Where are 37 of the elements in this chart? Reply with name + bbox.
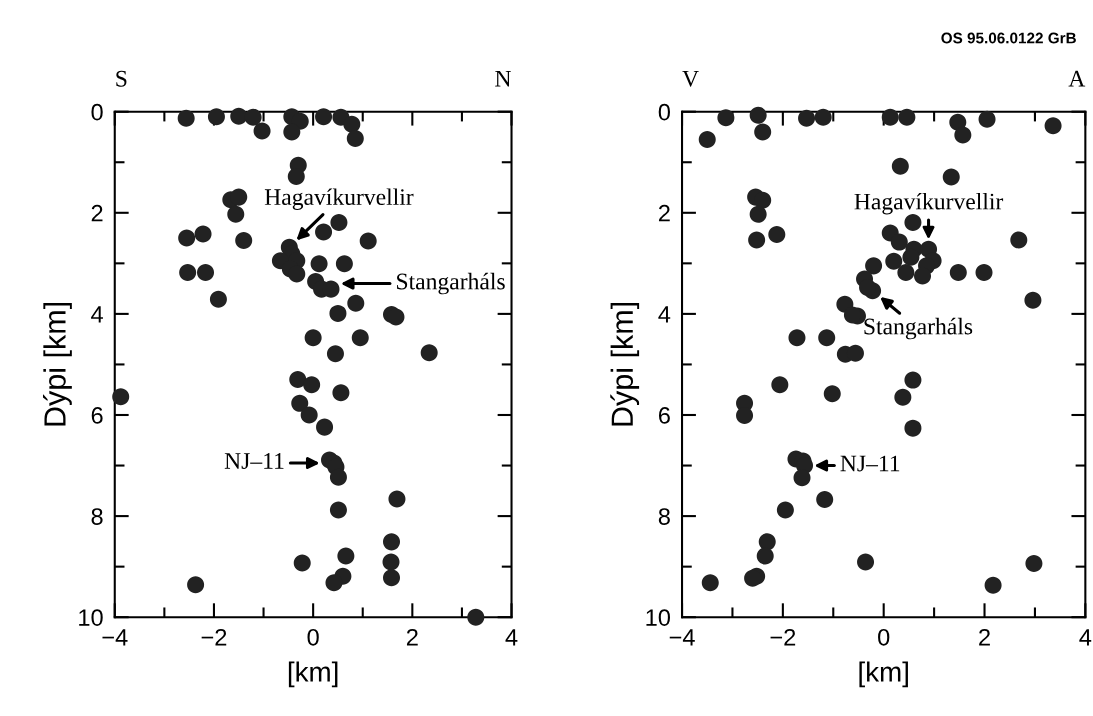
y-tick-label: 2 <box>91 204 103 222</box>
y-tick-label: 10 <box>79 609 103 626</box>
annotation: Stangarháls <box>864 317 973 340</box>
x-tick-label: −4 <box>102 629 128 646</box>
y-tick-label: 0 <box>91 103 103 121</box>
x-axis-title: [km] <box>859 661 908 688</box>
y-tick-label: 0 <box>658 103 670 121</box>
y-tick-label: 4 <box>91 306 103 323</box>
x-tick-label: 0 <box>307 628 319 646</box>
annotation: Hagavíkurvellir <box>264 188 414 210</box>
x-tick-label: −2 <box>201 628 227 646</box>
x-tick-label: 4 <box>505 629 518 646</box>
text: A <box>1068 70 1086 87</box>
annotation: NJ–11 <box>224 453 284 469</box>
x-tick-label: 0 <box>878 628 890 646</box>
annotation: Stangarháls <box>397 272 505 295</box>
x-tick-label: −2 <box>770 628 796 646</box>
x-tick-label: 4 <box>1079 629 1092 646</box>
text: OS 95.06.0122 GrB <box>941 32 1076 44</box>
text: N <box>495 70 511 87</box>
x-tick-label: 2 <box>979 628 990 646</box>
y-axis-title: Dýpi [km] <box>43 302 72 426</box>
annotation: NJ–11 <box>840 455 900 472</box>
y-tick-label: 8 <box>91 508 103 525</box>
x-tick-label: 2 <box>406 628 418 646</box>
y-tick-label: 2 <box>658 204 670 222</box>
y-tick-label: 8 <box>658 508 670 525</box>
y-tick-label: 10 <box>646 609 670 626</box>
text: V <box>682 70 699 87</box>
y-tick-label: 4 <box>658 306 671 323</box>
annotation: Hagavíkurvellir <box>854 192 1004 215</box>
y-tick-label: 6 <box>658 407 670 424</box>
x-axis-title: [km] <box>288 661 338 688</box>
y-axis-title: Dýpi [km] <box>610 302 640 426</box>
text: S <box>116 70 127 87</box>
y-tick-label: 6 <box>91 407 103 424</box>
x-tick-label: −4 <box>669 629 695 646</box>
